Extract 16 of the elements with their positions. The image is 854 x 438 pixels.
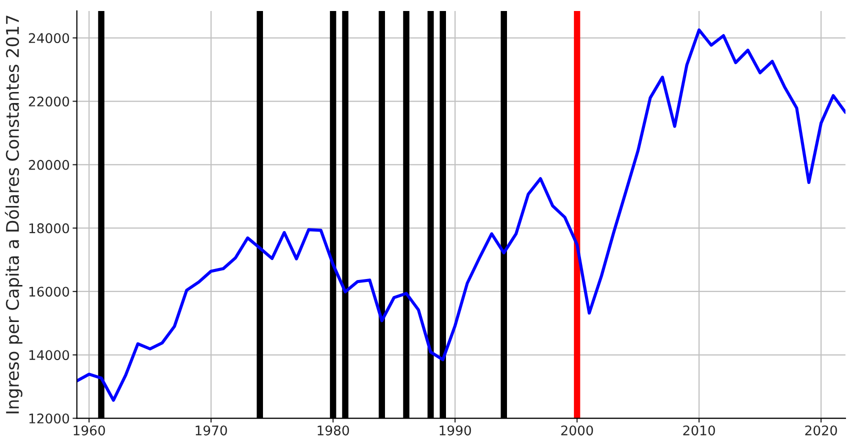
y-tick-label: 24000 [28,33,70,44]
y-tick-label: 12000 [29,414,70,424]
y-axis-title: Ingreso per Capita a Dólares Constantes 2017 [4,16,22,414]
y-tick-label: 16000 [29,286,70,297]
x-tick-label: 1990 [440,425,471,436]
x-tick-label: 1960 [74,425,105,436]
x-tick-label: 1980 [318,425,349,436]
y-tick-label: 14000 [29,350,70,360]
y-tick-label: 18000 [29,223,70,234]
x-tick-label: 1970 [196,425,227,436]
y-tick-label: 22000 [28,96,70,106]
x-tick-label: 2000 [561,425,593,436]
x-tick-label: 2020 [805,425,837,436]
line-series [76,28,846,402]
y-tick-label: 20000 [28,160,70,170]
x-tick-label: 2010 [683,425,715,436]
